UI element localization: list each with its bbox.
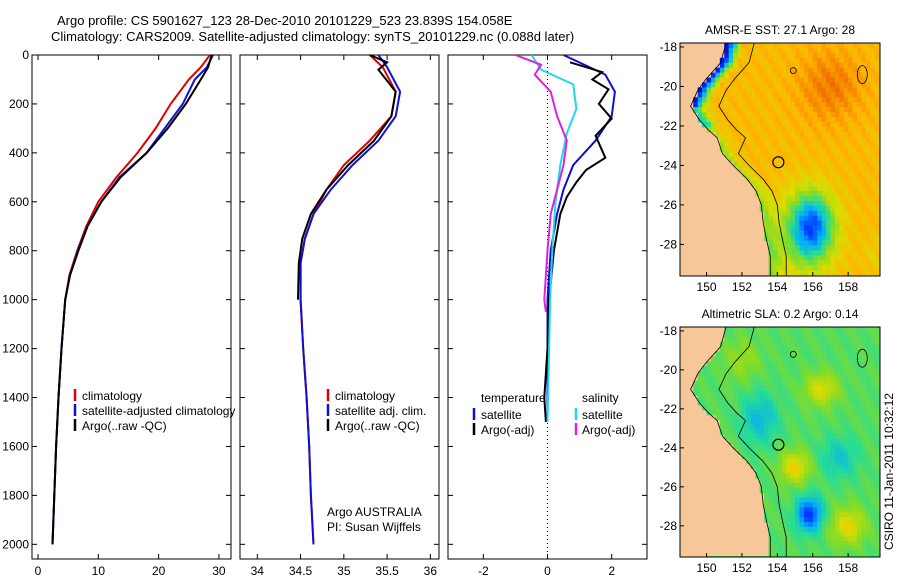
y-tick-label: -28: [660, 519, 678, 533]
y-tick-label: 1000: [2, 293, 29, 307]
x-tick-label: 35: [337, 564, 351, 578]
y-tick-label: 2000: [2, 537, 29, 551]
depth-contour: [718, 43, 787, 276]
x-tick-label: 156: [803, 280, 823, 294]
legend-label: satellite: [582, 408, 623, 422]
argo-float-marker: [772, 156, 785, 169]
x-tick-label: 158: [838, 561, 858, 575]
x-tick-label: 36: [424, 564, 438, 578]
legend-label: satellite-adjusted climatology: [82, 404, 235, 418]
series-line-argo-raw-qc-: [51, 55, 213, 545]
side-timestamp: CSIRO 11-Jan-2011 10:32:12: [882, 393, 896, 550]
series-line-temperature-satellite: [546, 55, 616, 422]
coastline: [690, 327, 771, 557]
y-tick-label: -18: [660, 40, 678, 54]
legend-label: satellite adj. clim.: [335, 404, 426, 418]
temperature-frame: [31, 54, 232, 560]
legend-label: climatology: [82, 389, 142, 403]
y-tick-label: -18: [660, 324, 678, 338]
reef-contour: [856, 65, 868, 84]
y-tick-label: -24: [660, 158, 678, 172]
x-tick-label: 20: [152, 564, 166, 578]
y-tick-label: -20: [660, 79, 678, 93]
x-tick-label: 34: [251, 564, 265, 578]
y-tick-label: 1800: [2, 488, 29, 502]
series-line-satellite-adj-clim-: [299, 55, 402, 545]
legend-title-temperature: temperature: [481, 391, 546, 405]
legend-title-salinity: salinity: [582, 391, 619, 405]
x-tick-label: 0: [35, 564, 42, 578]
x-tick-label: 156: [803, 561, 823, 575]
series-line-argo-raw-qc-: [297, 55, 397, 300]
x-tick-label: 150: [697, 280, 717, 294]
y-tick-label: -22: [660, 402, 678, 416]
x-tick-label: 10: [92, 564, 106, 578]
reef-contour: [789, 350, 797, 358]
x-tick-label: 0: [544, 564, 551, 578]
x-tick-label: 152: [732, 561, 752, 575]
depth-contour: [718, 327, 787, 557]
legend-label: Argo(..raw -QC): [82, 419, 167, 433]
legend-label: satellite: [481, 408, 522, 422]
series-line-temperature-argo-adj-: [543, 61, 614, 423]
sla_map-frame: [679, 326, 881, 558]
argo-float-marker: [772, 438, 785, 451]
sst_map: AMSR-E SST: 27.1 Argo: 28 150 152 154 156 158…: [660, 23, 881, 294]
difference-panel: -202difference from climatologytemperatu…: [447, 54, 648, 585]
annotation-text: PI: Susan Wijffels: [327, 520, 421, 534]
legend-label: Argo(-adj): [582, 423, 635, 437]
series-line-salinity-argo-adj-: [515, 55, 568, 313]
sst_map-title: AMSR-E SST: 27.1 Argo: 28: [705, 23, 855, 37]
sla_map: Altimetric SLA: 0.2 Argo: 0.14 150 152 154 1…: [660, 307, 881, 575]
x-tick-label: 35.5: [375, 564, 399, 578]
y-tick-label: 1600: [2, 439, 29, 453]
x-tick-label: 30: [212, 564, 226, 578]
x-tick-label: 34.5: [289, 564, 313, 578]
y-tick-label: 1200: [2, 342, 29, 356]
y-tick-label: 800: [9, 244, 29, 258]
reef-contour: [789, 67, 797, 75]
coastline: [690, 43, 771, 276]
y-tick-label: -28: [660, 237, 678, 251]
legend-label: climatology: [335, 389, 395, 403]
sla_map-title: Altimetric SLA: 0.2 Argo: 0.14: [702, 307, 859, 321]
reef-contour: [856, 348, 868, 368]
x-tick-label: 2: [608, 564, 615, 578]
y-tick-label: 600: [9, 195, 29, 209]
temperature-panel: 0 10 20 30 0 200 400 600 800 1000 1200 1400 1600 1800…: [2, 48, 235, 585]
y-tick-label: -26: [660, 198, 678, 212]
annotation-text: Argo AUSTRALIA: [327, 505, 422, 519]
y-tick-label: -20: [660, 363, 678, 377]
salinity-frame: [239, 54, 440, 560]
x-tick-label: 154: [767, 280, 787, 294]
x-tick-label: -2: [478, 564, 489, 578]
x-tick-label: 158: [838, 280, 858, 294]
y-tick-label: 0: [22, 48, 29, 62]
y-tick-label: 400: [9, 146, 29, 160]
y-tick-label: 1400: [2, 391, 29, 405]
x-tick-label: 154: [767, 561, 787, 575]
y-tick-label: -22: [660, 119, 678, 133]
series-line-salinity-satellite: [530, 55, 578, 423]
sst_map-frame: [679, 42, 881, 277]
y-tick-label: 200: [9, 97, 29, 111]
salinity-panel: 3434.53535.536salinityclimatologysatelli…: [239, 54, 440, 585]
y-tick-label: -26: [660, 480, 678, 494]
title-line-1: Argo profile: CS 5901627_123 28-Dec-2010…: [57, 13, 513, 28]
y-tick-label: -24: [660, 441, 678, 455]
legend-label: Argo(-adj): [481, 423, 534, 437]
legend-label: Argo(..raw -QC): [335, 419, 420, 433]
title-line-2: Climatology: CARS2009. Satellite-adjuste…: [51, 29, 574, 44]
x-tick-label: 152: [732, 280, 752, 294]
x-tick-label: 150: [697, 561, 717, 575]
